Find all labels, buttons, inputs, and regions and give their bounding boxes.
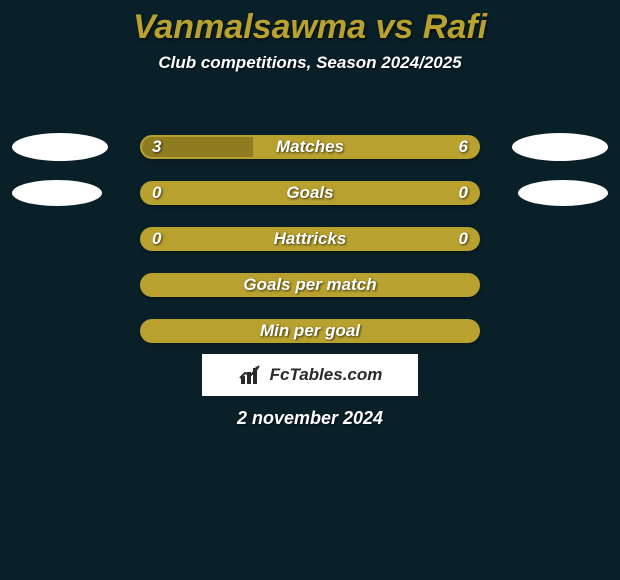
stat-bar: Hattricks0 0 (140, 227, 480, 251)
stat-value-right: 0 (459, 229, 468, 249)
player-right-oval (512, 133, 608, 161)
player-left-oval (12, 133, 108, 161)
date-stamp: 2 november 2024 (0, 408, 620, 429)
stat-row: Hattricks0 0 (0, 216, 620, 262)
stat-bar: Matches36 (140, 135, 480, 159)
stat-row: Goals per match (0, 262, 620, 308)
branding-chart-icon (238, 364, 264, 386)
stat-value-left: 0 (152, 229, 161, 249)
stat-bar: Goals0 0 (140, 181, 480, 205)
player-left-oval (12, 180, 102, 206)
stat-bar: Min per goal (140, 319, 480, 343)
stat-bar: Goals per match (140, 273, 480, 297)
stat-label: Min per goal (142, 321, 478, 341)
stat-label: Goals (142, 183, 478, 203)
stat-label: Hattricks (142, 229, 478, 249)
stat-row: Min per goal (0, 308, 620, 354)
stat-value-right: 0 (459, 183, 468, 203)
stat-row: Goals0 0 (0, 170, 620, 216)
page-title: Vanmalsawma vs Rafi (0, 0, 620, 47)
player-right-oval (518, 180, 608, 206)
branding-badge: FcTables.com (202, 354, 418, 396)
stat-value-left: 3 (152, 137, 161, 157)
comparison-infographic: Vanmalsawma vs Rafi Club competitions, S… (0, 0, 620, 580)
stat-label: Goals per match (142, 275, 478, 295)
stat-rows: Matches36Goals00Hattricks00Goals per mat… (0, 124, 620, 354)
stat-value-left: 0 (152, 183, 161, 203)
page-subtitle: Club competitions, Season 2024/2025 (0, 53, 620, 73)
stat-value-right: 6 (459, 137, 468, 157)
stat-row: Matches36 (0, 124, 620, 170)
branding-text: FcTables.com (270, 365, 383, 385)
